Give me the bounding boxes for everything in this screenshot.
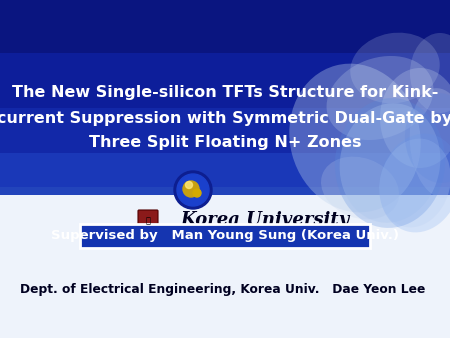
Ellipse shape bbox=[350, 33, 440, 103]
Ellipse shape bbox=[379, 134, 450, 233]
Ellipse shape bbox=[321, 157, 399, 219]
Bar bbox=[0, 0, 450, 193]
Bar bbox=[0, 108, 450, 153]
Text: Dept. of Electrical Engineering, Korea Univ.   Dae Yeon Lee: Dept. of Electrical Engineering, Korea U… bbox=[20, 284, 425, 296]
Bar bbox=[0, 187, 450, 195]
Bar bbox=[80, 224, 370, 248]
Text: Korea University: Korea University bbox=[180, 211, 349, 229]
Bar bbox=[0, 53, 450, 108]
Ellipse shape bbox=[410, 33, 450, 113]
Bar bbox=[0, 153, 450, 193]
Text: The New Single-silicon TFTs Structure for Kink-: The New Single-silicon TFTs Structure fo… bbox=[12, 86, 438, 100]
Ellipse shape bbox=[289, 64, 421, 212]
Circle shape bbox=[183, 181, 199, 197]
Text: Supervised by   Man Young Sung (Korea Univ.): Supervised by Man Young Sung (Korea Univ… bbox=[51, 230, 399, 242]
FancyBboxPatch shape bbox=[138, 210, 158, 232]
Ellipse shape bbox=[410, 88, 450, 198]
Ellipse shape bbox=[327, 56, 433, 140]
Text: 🦁: 🦁 bbox=[145, 217, 150, 225]
Ellipse shape bbox=[340, 103, 441, 223]
Circle shape bbox=[185, 182, 193, 189]
Circle shape bbox=[174, 171, 212, 209]
Circle shape bbox=[177, 174, 209, 206]
Ellipse shape bbox=[380, 68, 450, 168]
Ellipse shape bbox=[379, 139, 450, 227]
Text: current Suppression with Symmetric Dual-Gate by: current Suppression with Symmetric Dual-… bbox=[0, 111, 450, 125]
Circle shape bbox=[193, 189, 201, 197]
Ellipse shape bbox=[335, 98, 445, 228]
Text: Three Split Floating N+ Zones: Three Split Floating N+ Zones bbox=[89, 136, 361, 150]
Bar bbox=[0, 190, 450, 338]
Ellipse shape bbox=[405, 93, 450, 183]
Bar bbox=[0, 0, 450, 53]
